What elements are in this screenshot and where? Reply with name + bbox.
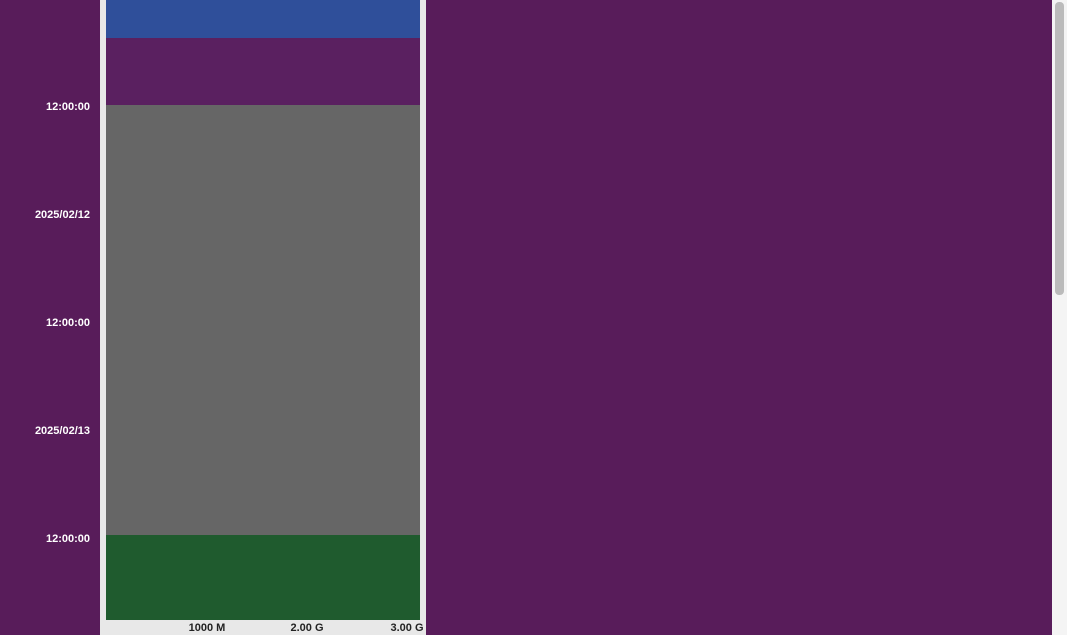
y-axis-label: 12:00:00 [46, 533, 90, 545]
y-axis-label: 12:00:00 [46, 317, 90, 329]
band [106, 0, 420, 38]
y-axis-label: 2025/02/12 [35, 209, 90, 221]
plot-border [420, 0, 426, 635]
band [106, 535, 420, 620]
x-axis-area [106, 620, 420, 635]
x-axis-label: 3.00 G [390, 622, 423, 634]
plot [106, 0, 420, 620]
x-axis-label: 2.00 G [290, 622, 323, 634]
plot-border [100, 0, 106, 635]
scrollbar-thumb[interactable] [1055, 2, 1064, 295]
y-axis-label: 2025/02/13 [35, 425, 90, 437]
band [106, 38, 420, 105]
y-axis-label: 12:00:00 [46, 101, 90, 113]
band [106, 105, 420, 535]
x-axis-label: 1000 M [189, 622, 226, 634]
